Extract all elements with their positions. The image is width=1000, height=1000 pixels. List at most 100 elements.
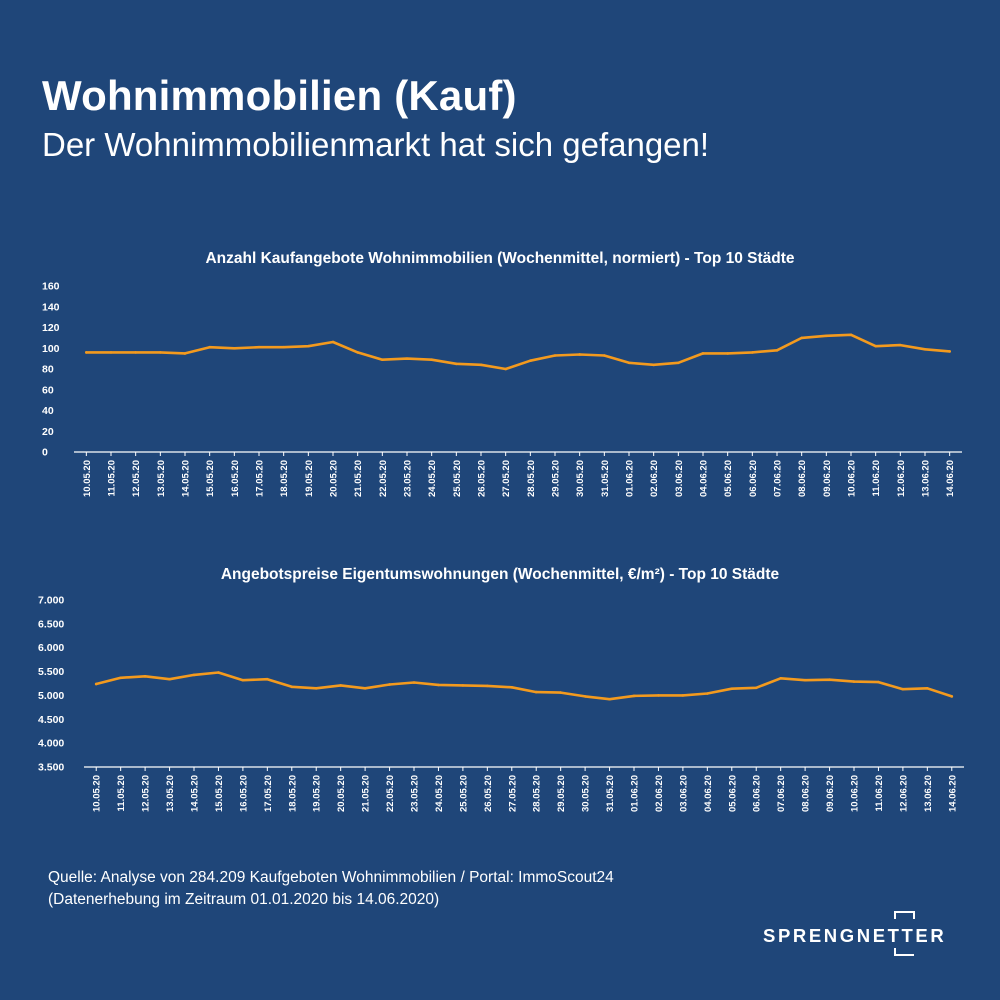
data-point xyxy=(437,683,440,687)
x-tick-label: 10.06.20 xyxy=(847,460,858,497)
x-tick-label: 21.05.20 xyxy=(353,460,364,497)
data-point xyxy=(701,352,705,355)
x-tick-label: 12.05.20 xyxy=(141,775,152,812)
data-point xyxy=(775,349,779,352)
data-point xyxy=(899,343,902,347)
x-tick-label: 20.05.20 xyxy=(329,460,340,497)
x-tick-label: 07.06.20 xyxy=(773,460,784,497)
data-point xyxy=(381,358,384,361)
data-point xyxy=(282,345,285,349)
series-line xyxy=(94,671,954,701)
data-point xyxy=(779,676,782,680)
x-tick-label: 23.05.20 xyxy=(403,460,414,497)
x-tick-label: 09.06.20 xyxy=(822,460,833,497)
data-point xyxy=(803,678,807,682)
data-point xyxy=(950,695,954,698)
y-tick-label: 100 xyxy=(42,343,60,355)
data-point xyxy=(233,346,236,350)
data-point xyxy=(657,694,660,697)
data-point xyxy=(677,361,680,365)
x-tick-label: 11.05.20 xyxy=(116,775,127,811)
data-point xyxy=(119,676,122,680)
x-tick-label: 12.06.20 xyxy=(896,460,907,497)
data-point xyxy=(681,694,685,697)
data-point xyxy=(356,351,359,354)
x-tick-label: 12.06.20 xyxy=(898,775,909,812)
x-tick-label: 10.06.20 xyxy=(850,775,861,812)
data-point xyxy=(159,351,162,354)
source-line-2: (Datenerhebung im Zeitraum 01.01.2020 bi… xyxy=(48,891,440,908)
x-tick-label: 29.05.20 xyxy=(556,775,567,812)
x-tick-label: 11.06.20 xyxy=(874,775,885,811)
data-point xyxy=(800,336,803,340)
y-tick-label: 4.500 xyxy=(38,714,64,726)
data-point xyxy=(307,344,310,348)
bracket-logo-icon xyxy=(894,911,915,956)
x-tick-label: 16.05.20 xyxy=(230,460,241,497)
y-tick-label: 5.500 xyxy=(38,666,64,678)
x-tick-label: 16.05.20 xyxy=(238,775,249,812)
data-point xyxy=(652,363,655,367)
data-point xyxy=(461,684,465,687)
y-tick-label: 120 xyxy=(42,322,60,334)
x-tick-label: 02.06.20 xyxy=(649,460,660,497)
data-point xyxy=(134,351,137,354)
page-title: Wohnimmobilien (Kauf) xyxy=(42,72,517,119)
x-tick-label: 22.05.20 xyxy=(385,775,396,812)
company-logo: SPRENGNETTER xyxy=(763,910,953,958)
data-point xyxy=(85,351,88,354)
x-tick-label: 06.06.20 xyxy=(748,460,759,497)
data-point xyxy=(109,351,113,354)
x-tick-label: 07.06.20 xyxy=(776,775,787,812)
x-tick-label: 05.06.20 xyxy=(723,460,734,497)
x-tick-label: 11.05.20 xyxy=(107,460,118,496)
x-tick-label: 04.06.20 xyxy=(699,460,710,497)
data-point xyxy=(183,352,187,355)
data-point xyxy=(314,686,318,690)
x-tick-label: 13.06.20 xyxy=(923,775,934,812)
x-tick-label: 01.06.20 xyxy=(625,460,636,497)
x-tick-label: 06.06.20 xyxy=(752,775,763,812)
x-tick-label: 14.06.20 xyxy=(947,775,958,812)
data-point xyxy=(553,354,557,357)
x-tick-label: 13.05.20 xyxy=(156,460,167,497)
page-subtitle: Der Wohnimmobilienmarkt hat sich gefange… xyxy=(42,126,710,163)
data-point xyxy=(730,687,734,691)
data-point xyxy=(504,367,507,371)
x-tick-label: 13.05.20 xyxy=(165,775,176,812)
x-tick-label: 17.05.20 xyxy=(263,775,274,812)
x-tick-label: 08.06.20 xyxy=(797,460,808,497)
x-tick-label: 12.05.20 xyxy=(131,460,142,497)
x-tick-label: 17.05.20 xyxy=(255,460,266,497)
x-tick-label: 10.05.20 xyxy=(82,460,93,497)
x-tick-label: 05.06.20 xyxy=(727,775,738,812)
data-point xyxy=(94,682,98,686)
data-point xyxy=(948,350,951,353)
x-tick-label: 18.05.20 xyxy=(279,460,290,497)
data-point xyxy=(901,687,905,691)
data-point xyxy=(143,675,147,678)
y-tick-label: 5.000 xyxy=(38,690,64,702)
data-point xyxy=(726,352,729,355)
x-tick-label: 20.05.20 xyxy=(336,775,347,812)
data-point xyxy=(852,680,856,683)
data-point xyxy=(578,353,581,356)
x-tick-label: 15.05.20 xyxy=(214,775,225,812)
x-tick-label: 13.06.20 xyxy=(921,460,932,497)
data-point xyxy=(534,690,538,694)
x-tick-label: 25.05.20 xyxy=(458,775,469,812)
x-tick-label: 31.05.20 xyxy=(600,460,611,497)
data-point xyxy=(583,695,587,698)
x-tick-label: 15.05.20 xyxy=(205,460,216,497)
x-tick-label: 03.06.20 xyxy=(678,775,689,812)
data-point xyxy=(217,671,220,674)
x-tick-label: 19.05.20 xyxy=(312,775,323,812)
data-point xyxy=(874,344,877,348)
data-point xyxy=(603,354,606,357)
data-point xyxy=(923,347,927,351)
x-tick-label: 19.05.20 xyxy=(304,460,315,497)
data-point xyxy=(529,359,532,362)
data-point xyxy=(339,684,342,687)
y-tick-label: 40 xyxy=(42,405,54,417)
x-tick-label: 09.06.20 xyxy=(825,775,836,812)
